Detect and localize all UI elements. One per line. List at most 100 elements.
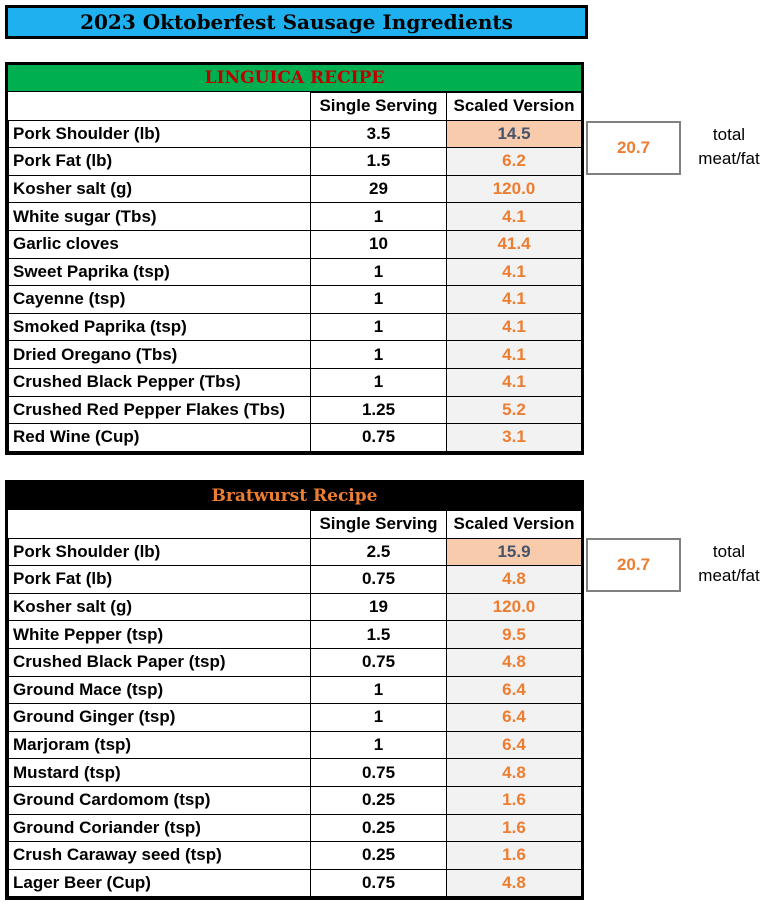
scaled-version-cell[interactable]: 41.4 xyxy=(446,229,582,259)
scaled-version-cell[interactable]: 4.8 xyxy=(446,565,582,594)
table-row: Pork Shoulder (lb) 3.5 14.5 xyxy=(8,119,582,149)
scaled-version-cell[interactable]: 4.8 xyxy=(446,868,582,898)
ingredient-name-cell[interactable]: Smoked Paprika (tsp) xyxy=(8,312,311,342)
table-row: Red Wine (Cup) 0.75 3.1 xyxy=(8,423,582,452)
scaled-version-cell[interactable]: 4.1 xyxy=(446,340,582,369)
single-serving-cell[interactable]: 0.75 xyxy=(310,758,447,787)
column-header-single[interactable]: Single Serving xyxy=(310,510,447,539)
single-serving-cell[interactable]: 1.25 xyxy=(310,395,447,425)
ingredient-name-cell[interactable]: Crushed Black Paper (tsp) xyxy=(8,647,311,677)
single-serving-cell[interactable]: 29 xyxy=(310,174,447,204)
table-row: Kosher salt (g) 29 120.0 xyxy=(8,174,582,204)
scaled-version-cell[interactable]: 14.5 xyxy=(446,119,582,149)
linguica-recipe-table: LINGUICA RECIPE Single Serving Scaled Ve… xyxy=(5,62,584,455)
single-serving-cell[interactable]: 1.5 xyxy=(310,147,447,176)
single-serving-cell[interactable]: 0.25 xyxy=(310,785,447,815)
ingredient-name-cell[interactable]: Garlic cloves xyxy=(8,229,311,259)
single-serving-cell[interactable]: 0.75 xyxy=(310,565,447,594)
bratwurst-total-value[interactable]: 20.7 xyxy=(586,538,681,592)
scaled-version-cell[interactable]: 9.5 xyxy=(446,620,582,649)
table-row: Ground Mace (tsp) 1 6.4 xyxy=(8,675,582,705)
ingredient-name-cell[interactable]: Pork Shoulder (lb) xyxy=(8,537,311,567)
scaled-version-cell[interactable]: 6.2 xyxy=(446,147,582,176)
bratwurst-total-label: total meat/fat xyxy=(686,540,772,588)
single-serving-cell[interactable]: 3.5 xyxy=(310,119,447,149)
scaled-version-cell[interactable]: 4.1 xyxy=(446,367,582,397)
ingredient-name-cell[interactable]: White Pepper (tsp) xyxy=(8,620,311,649)
scaled-version-cell[interactable]: 15.9 xyxy=(446,537,582,567)
table-row: Ground Coriander (tsp) 0.25 1.6 xyxy=(8,813,582,843)
column-header-single[interactable]: Single Serving xyxy=(310,92,447,121)
ingredient-name-cell[interactable]: Lager Beer (Cup) xyxy=(8,868,311,898)
single-serving-cell[interactable]: 1 xyxy=(310,285,447,314)
total-label-line2: meat/fat xyxy=(698,149,760,168)
page-title: 2023 Oktoberfest Sausage Ingredients xyxy=(5,5,588,39)
single-serving-cell[interactable]: 1.5 xyxy=(310,620,447,649)
ingredient-name-cell[interactable]: Ground Mace (tsp) xyxy=(8,675,311,705)
ingredient-name-cell[interactable]: Crush Caraway seed (tsp) xyxy=(8,841,311,870)
column-header-scaled[interactable]: Scaled Version xyxy=(446,510,582,539)
ingredient-name-cell[interactable]: Marjoram (tsp) xyxy=(8,730,311,760)
single-serving-cell[interactable]: 0.25 xyxy=(310,813,447,843)
total-label-line1: total xyxy=(712,125,746,144)
single-serving-cell[interactable]: 1 xyxy=(310,312,447,342)
single-serving-cell[interactable]: 1 xyxy=(310,257,447,287)
single-serving-cell[interactable]: 2.5 xyxy=(310,537,447,567)
scaled-version-cell[interactable]: 4.1 xyxy=(446,312,582,342)
ingredient-name-cell[interactable]: Crushed Red Pepper Flakes (Tbs) xyxy=(8,395,311,425)
scaled-version-cell[interactable]: 120.0 xyxy=(446,592,582,622)
single-serving-cell[interactable]: 0.75 xyxy=(310,868,447,898)
ingredient-name-cell[interactable]: Ground Ginger (tsp) xyxy=(8,703,311,732)
scaled-version-cell[interactable]: 4.1 xyxy=(446,257,582,287)
scaled-version-cell[interactable]: 4.1 xyxy=(446,202,582,231)
single-serving-cell[interactable]: 1 xyxy=(310,340,447,369)
scaled-version-cell[interactable]: 4.8 xyxy=(446,758,582,787)
ingredient-name-cell[interactable]: Dried Oregano (Tbs) xyxy=(8,340,311,369)
scaled-version-cell[interactable]: 4.8 xyxy=(446,647,582,677)
scaled-version-cell[interactable]: 6.4 xyxy=(446,675,582,705)
column-header-row: Single Serving Scaled Version xyxy=(8,92,582,121)
table-row: White sugar (Tbs) 1 4.1 xyxy=(8,202,582,231)
scaled-version-cell[interactable]: 1.6 xyxy=(446,785,582,815)
single-serving-cell[interactable]: 1 xyxy=(310,703,447,732)
ingredient-name-cell[interactable]: Pork Fat (lb) xyxy=(8,565,311,594)
ingredient-name-cell[interactable]: Kosher salt (g) xyxy=(8,174,311,204)
ingredient-name-cell[interactable]: Red Wine (Cup) xyxy=(8,423,311,452)
table-row: Pork Shoulder (lb) 2.5 15.9 xyxy=(8,537,582,567)
ingredient-name-cell[interactable]: Ground Coriander (tsp) xyxy=(8,813,311,843)
ingredient-name-cell[interactable]: Ground Cardomom (tsp) xyxy=(8,785,311,815)
header-blank-cell xyxy=(8,510,311,539)
single-serving-cell[interactable]: 1 xyxy=(310,675,447,705)
ingredient-name-cell[interactable]: Kosher salt (g) xyxy=(8,592,311,622)
ingredient-name-cell[interactable]: Cayenne (tsp) xyxy=(8,285,311,314)
scaled-version-cell[interactable]: 120.0 xyxy=(446,174,582,204)
scaled-version-cell[interactable]: 3.1 xyxy=(446,423,582,452)
single-serving-cell[interactable]: 1 xyxy=(310,202,447,231)
scaled-version-cell[interactable]: 1.6 xyxy=(446,813,582,843)
single-serving-cell[interactable]: 0.75 xyxy=(310,647,447,677)
table-row: Smoked Paprika (tsp) 1 4.1 xyxy=(8,312,582,342)
scaled-version-cell[interactable]: 5.2 xyxy=(446,395,582,425)
single-serving-cell[interactable]: 1 xyxy=(310,730,447,760)
ingredient-name-cell[interactable]: White sugar (Tbs) xyxy=(8,202,311,231)
scaled-version-cell[interactable]: 6.4 xyxy=(446,703,582,732)
single-serving-cell[interactable]: 19 xyxy=(310,592,447,622)
bratwurst-heading: Bratwurst Recipe xyxy=(8,483,581,510)
ingredient-name-cell[interactable]: Pork Fat (lb) xyxy=(8,147,311,176)
linguica-total-value[interactable]: 20.7 xyxy=(586,121,681,175)
ingredient-name-cell[interactable]: Pork Shoulder (lb) xyxy=(8,119,311,149)
ingredient-name-cell[interactable]: Mustard (tsp) xyxy=(8,758,311,787)
single-serving-cell[interactable]: 1 xyxy=(310,367,447,397)
table-row: Lager Beer (Cup) 0.75 4.8 xyxy=(8,868,582,898)
single-serving-cell[interactable]: 10 xyxy=(310,229,447,259)
ingredient-name-cell[interactable]: Crushed Black Pepper (Tbs) xyxy=(8,367,311,397)
column-header-scaled[interactable]: Scaled Version xyxy=(446,92,582,121)
column-header-row: Single Serving Scaled Version xyxy=(8,510,582,539)
scaled-version-cell[interactable]: 6.4 xyxy=(446,730,582,760)
single-serving-cell[interactable]: 0.25 xyxy=(310,841,447,870)
single-serving-cell[interactable]: 0.75 xyxy=(310,423,447,452)
ingredient-name-cell[interactable]: Sweet Paprika (tsp) xyxy=(8,257,311,287)
scaled-version-cell[interactable]: 4.1 xyxy=(446,285,582,314)
scaled-version-cell[interactable]: 1.6 xyxy=(446,841,582,870)
header-blank-cell xyxy=(8,92,311,121)
